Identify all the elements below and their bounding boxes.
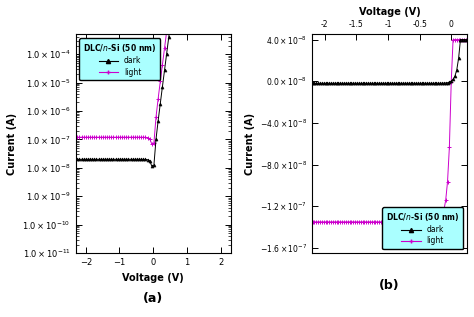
- Text: (b): (b): [379, 279, 400, 292]
- X-axis label: Voltage (V): Voltage (V): [359, 7, 420, 17]
- Y-axis label: Current (A): Current (A): [7, 113, 17, 175]
- Legend: dark, light: dark, light: [382, 207, 463, 249]
- X-axis label: Voltage (V): Voltage (V): [122, 273, 184, 282]
- Text: (a): (a): [143, 293, 163, 306]
- Legend: dark, light: dark, light: [80, 38, 160, 81]
- Y-axis label: Current (A): Current (A): [245, 113, 255, 175]
